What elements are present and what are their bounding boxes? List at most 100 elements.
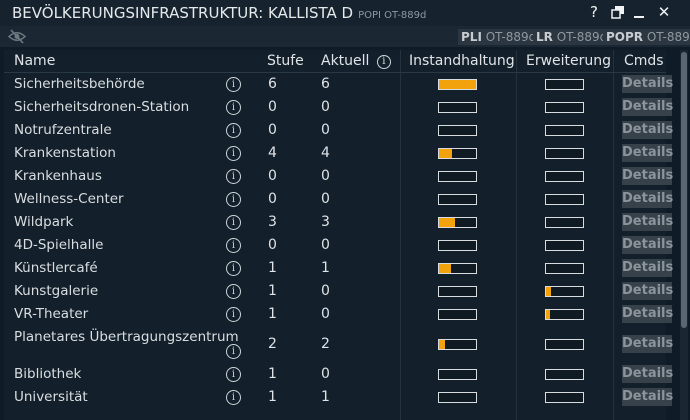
building-name: 4D-Spielhalle — [14, 237, 104, 253]
upkeep-progress-bar — [438, 217, 477, 228]
table-row[interactable]: Kunstgalerie i 1 0 Details — [4, 280, 673, 303]
building-name: VR-Theater — [14, 306, 89, 322]
info-icon[interactable]: i — [226, 146, 241, 161]
table-row[interactable]: Planetares Übertragungszentrum i 2 2 Details — [4, 326, 673, 363]
expansion-progress-bar — [545, 263, 584, 274]
details-button[interactable]: Details — [622, 236, 674, 254]
info-icon[interactable]: i — [226, 390, 241, 405]
expansion-progress-bar-fill — [546, 310, 551, 319]
header-expansion[interactable]: Erweiterung — [526, 53, 612, 69]
upkeep-progress-bar-fill — [439, 80, 476, 89]
info-icon[interactable]: i — [226, 100, 241, 115]
info-icon[interactable]: i — [226, 344, 241, 359]
current-value: 0 — [321, 237, 330, 253]
tag-popr-value: OT-889d — [646, 30, 690, 44]
table-row[interactable]: 4D-Spielhalle i 0 0 Details — [4, 234, 673, 257]
table-row[interactable]: Krankenstation i 4 4 Details — [4, 142, 673, 165]
details-button[interactable]: Details — [622, 190, 674, 208]
details-button[interactable]: Details — [622, 335, 674, 353]
expansion-progress-bar — [545, 125, 584, 136]
header-name[interactable]: Name — [14, 53, 56, 69]
eye-slash-icon[interactable] — [8, 29, 26, 44]
current-value: 0 — [321, 283, 330, 299]
close-icon[interactable]: ✕ — [657, 3, 671, 21]
info-icon[interactable]: i — [226, 169, 241, 184]
level-value: 3 — [268, 214, 277, 230]
upkeep-progress-bar — [438, 339, 477, 350]
infrastructure-table: Name Stufe Aktuell i Instandhaltung Erwe… — [4, 50, 673, 420]
scrollbar-thumb[interactable] — [681, 52, 687, 328]
tag-lr-key: LR — [536, 30, 553, 44]
details-button[interactable]: Details — [622, 144, 674, 162]
info-icon[interactable]: i — [226, 192, 241, 207]
info-icon[interactable]: i — [226, 367, 241, 382]
tag-popr[interactable]: POPR OT-889d — [603, 29, 690, 45]
details-button[interactable]: Details — [622, 259, 674, 277]
table-row[interactable]: Künstlercafé i 1 1 Details — [4, 257, 673, 280]
table-row[interactable]: Sicherheitsbehörde i 6 6 Details — [4, 73, 673, 96]
building-name: Künstlercafé — [14, 260, 98, 276]
details-button[interactable]: Details — [622, 167, 674, 185]
building-name: Sicherheitsdronen-Station — [14, 99, 190, 115]
restore-icon[interactable] — [609, 2, 627, 22]
expansion-progress-bar-fill — [546, 287, 551, 296]
info-icon[interactable]: i — [226, 261, 241, 276]
upkeep-progress-bar — [438, 148, 477, 159]
upkeep-progress-bar-fill — [439, 340, 445, 349]
table-row[interactable]: Sicherheitsdronen-Station i 0 0 Details — [4, 96, 673, 119]
expansion-progress-bar — [545, 309, 584, 320]
info-icon[interactable]: i — [226, 123, 241, 138]
upkeep-progress-bar — [438, 171, 477, 182]
details-button[interactable]: Details — [622, 98, 674, 116]
level-value: 0 — [268, 122, 277, 138]
minimize-icon[interactable] — [630, 2, 648, 22]
info-icon[interactable]: i — [226, 238, 241, 253]
tag-popr-key: POPR — [606, 30, 644, 44]
building-name: Wellness-Center — [14, 191, 124, 207]
building-name: Notrufzentrale — [14, 122, 112, 138]
details-button[interactable]: Details — [622, 121, 674, 139]
current-value: 1 — [321, 260, 330, 276]
info-icon[interactable]: i — [376, 55, 391, 69]
current-value: 0 — [321, 191, 330, 207]
details-button[interactable]: Details — [622, 213, 674, 231]
current-value: 6 — [321, 76, 330, 92]
upkeep-progress-bar-fill — [439, 264, 452, 273]
expansion-progress-bar — [545, 339, 584, 350]
details-button[interactable]: Details — [622, 305, 674, 323]
tag-pli-value: OT-889d — [485, 30, 537, 44]
details-button[interactable]: Details — [622, 365, 674, 383]
table-row[interactable]: Notrufzentrale i 0 0 Details — [4, 119, 673, 142]
upkeep-progress-bar — [438, 263, 477, 274]
column-divider — [516, 50, 517, 420]
level-value: 6 — [268, 76, 277, 92]
table-row[interactable]: Wellness-Center i 0 0 Details — [4, 188, 673, 211]
tag-lr[interactable]: LR OT-889d — [533, 29, 611, 45]
current-value: 1 — [321, 389, 330, 405]
table-row[interactable]: Universität i 1 1 Details — [4, 386, 673, 409]
building-name: Kunstgalerie — [14, 283, 99, 299]
current-value: 3 — [321, 214, 330, 230]
upkeep-progress-bar-fill — [439, 149, 453, 158]
header-current[interactable]: Aktuell i — [321, 53, 391, 69]
info-icon[interactable]: i — [226, 284, 241, 299]
table-row[interactable]: Wildpark i 3 3 Details — [4, 211, 673, 234]
info-icon[interactable]: i — [226, 215, 241, 230]
tag-lr-value: OT-889d — [556, 30, 608, 44]
expansion-progress-bar — [545, 79, 584, 90]
details-button[interactable]: Details — [622, 75, 674, 93]
header-level[interactable]: Stufe — [267, 53, 304, 69]
upkeep-progress-bar — [438, 79, 477, 90]
tag-pli[interactable]: PLI OT-889d — [458, 29, 540, 45]
info-icon[interactable]: i — [226, 307, 241, 322]
details-button[interactable]: Details — [622, 388, 674, 406]
table-row[interactable]: VR-Theater i 1 0 Details — [4, 303, 673, 326]
question-icon[interactable]: ? — [590, 3, 598, 21]
level-value: 0 — [268, 99, 277, 115]
window-title-text: BEVÖLKERUNGSINFRASTRUKTUR: KALLISTA D — [12, 4, 354, 22]
table-row[interactable]: Bibliothek i 1 0 Details — [4, 363, 673, 386]
info-icon[interactable]: i — [226, 77, 241, 92]
table-row[interactable]: Krankenhaus i 0 0 Details — [4, 165, 673, 188]
header-upkeep[interactable]: Instandhaltung — [409, 53, 515, 69]
details-button[interactable]: Details — [622, 282, 674, 300]
